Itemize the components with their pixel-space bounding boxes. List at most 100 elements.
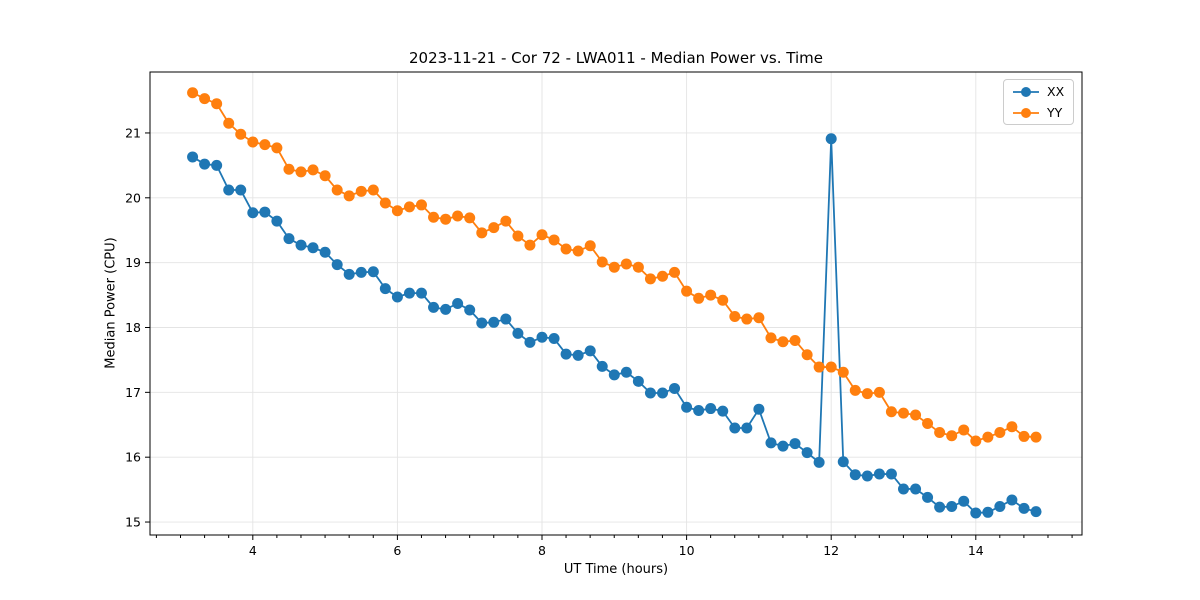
series-YY-point [536, 229, 548, 241]
series-XX-point [729, 422, 741, 434]
series-XX-point [379, 283, 391, 295]
series-XX-point [801, 447, 813, 459]
series-XX-point [753, 403, 765, 415]
series-XX-point [885, 468, 897, 480]
series-YY-point [789, 334, 801, 346]
series-YY-point [464, 212, 476, 224]
series-XX-point [681, 401, 693, 413]
series-XX-point [415, 287, 427, 299]
series-YY-point [897, 407, 909, 419]
chart-title: 2023-11-21 - Cor 72 - LWA011 - Median Po… [409, 49, 823, 67]
series-XX-point [946, 500, 958, 512]
series-YY-point [970, 435, 982, 447]
series-YY-point [524, 239, 536, 251]
x-tick-label: 10 [679, 543, 695, 558]
series-XX-point [560, 348, 572, 360]
legend-line-marker-yy [1013, 107, 1039, 118]
series-YY-point [994, 427, 1006, 439]
series-XX-point [657, 387, 669, 399]
y-tick-label: 21 [125, 125, 141, 140]
series-XX-point [235, 184, 247, 196]
series-XX-point [765, 437, 777, 449]
series-YY-point [982, 431, 994, 443]
x-tick-label: 12 [823, 543, 839, 558]
series-XX-point [861, 470, 873, 482]
series-YY-point [235, 128, 247, 140]
series-YY-point [476, 227, 488, 239]
series-XX-point [295, 239, 307, 251]
series-YY-point [415, 199, 427, 211]
series-XX-point [644, 387, 656, 399]
series-YY-point [247, 136, 259, 148]
series-XX-point [343, 268, 355, 280]
y-tick-label: 19 [125, 255, 141, 270]
series-YY-point [560, 243, 572, 255]
legend-line-marker-xx [1013, 86, 1039, 97]
series-XX-point [994, 500, 1006, 512]
legend: XX YY [1003, 79, 1074, 125]
series-XX-point [452, 298, 464, 309]
series-YY-point [367, 184, 379, 196]
series-XX-point [837, 456, 849, 468]
series-XX-point [440, 303, 452, 315]
series-XX-point [717, 405, 729, 417]
series-XX-point [669, 382, 681, 394]
series-YY-point [187, 87, 199, 99]
series-YY-point [211, 98, 223, 110]
series-YY-point [669, 266, 681, 278]
series-YY-point [946, 430, 958, 442]
series-YY-point [861, 388, 873, 400]
series-YY-point [223, 117, 235, 129]
series-YY-point [1006, 421, 1018, 433]
series-YY-point [885, 406, 897, 418]
series-XX-point [283, 233, 295, 245]
series-YY-point [428, 211, 440, 223]
series-YY-point [271, 142, 283, 154]
series-YY-point [681, 285, 693, 297]
series-XX-point [428, 301, 440, 313]
gridlines [150, 72, 1082, 535]
series-XX-point [548, 333, 560, 345]
series-XX-point [705, 403, 717, 415]
series-XX-point [319, 246, 331, 258]
series-XX-point [982, 506, 994, 518]
x-axis-label: UT Time (hours) [563, 562, 669, 577]
series-XX-point [331, 259, 343, 271]
series-XX-point [391, 291, 403, 303]
series-YY-point [331, 184, 343, 196]
series-XX-point [1030, 506, 1042, 518]
series-XX-point [849, 469, 861, 481]
series-YY-point [825, 361, 837, 373]
series-XX-point [524, 336, 536, 348]
series-XX-point [813, 456, 825, 468]
series-XX-point [247, 207, 259, 219]
series-YY [187, 87, 1042, 447]
series-XX-point [355, 266, 367, 278]
series-YY-point [644, 273, 656, 285]
series-XX-point [741, 422, 753, 434]
series-YY-point [319, 170, 331, 182]
series-XX-point [608, 369, 620, 381]
series-XX-point [500, 313, 512, 325]
series-YY-point [596, 256, 608, 268]
series-YY-point [500, 215, 512, 227]
series-XX-point [958, 495, 970, 507]
legend-item-xx: XX [1012, 82, 1073, 101]
series-YY-point [717, 294, 729, 306]
series-XX-point [825, 133, 837, 145]
series-YY-point [922, 417, 934, 429]
series-XX-point [789, 438, 801, 450]
series-XX-point [476, 317, 488, 329]
series-XX-point [403, 287, 415, 299]
y-tick-label: 17 [125, 385, 141, 400]
series-YY-point [777, 336, 789, 348]
series-XX-point [596, 360, 608, 372]
series-YY-point [1030, 431, 1042, 443]
series-YY-point [608, 261, 620, 273]
legend-label-yy: YY [1047, 105, 1063, 120]
axes-spines [149, 71, 1083, 536]
series-XX-point [572, 349, 584, 361]
series-YY-point [355, 185, 367, 197]
y-tick-label: 18 [125, 320, 141, 335]
